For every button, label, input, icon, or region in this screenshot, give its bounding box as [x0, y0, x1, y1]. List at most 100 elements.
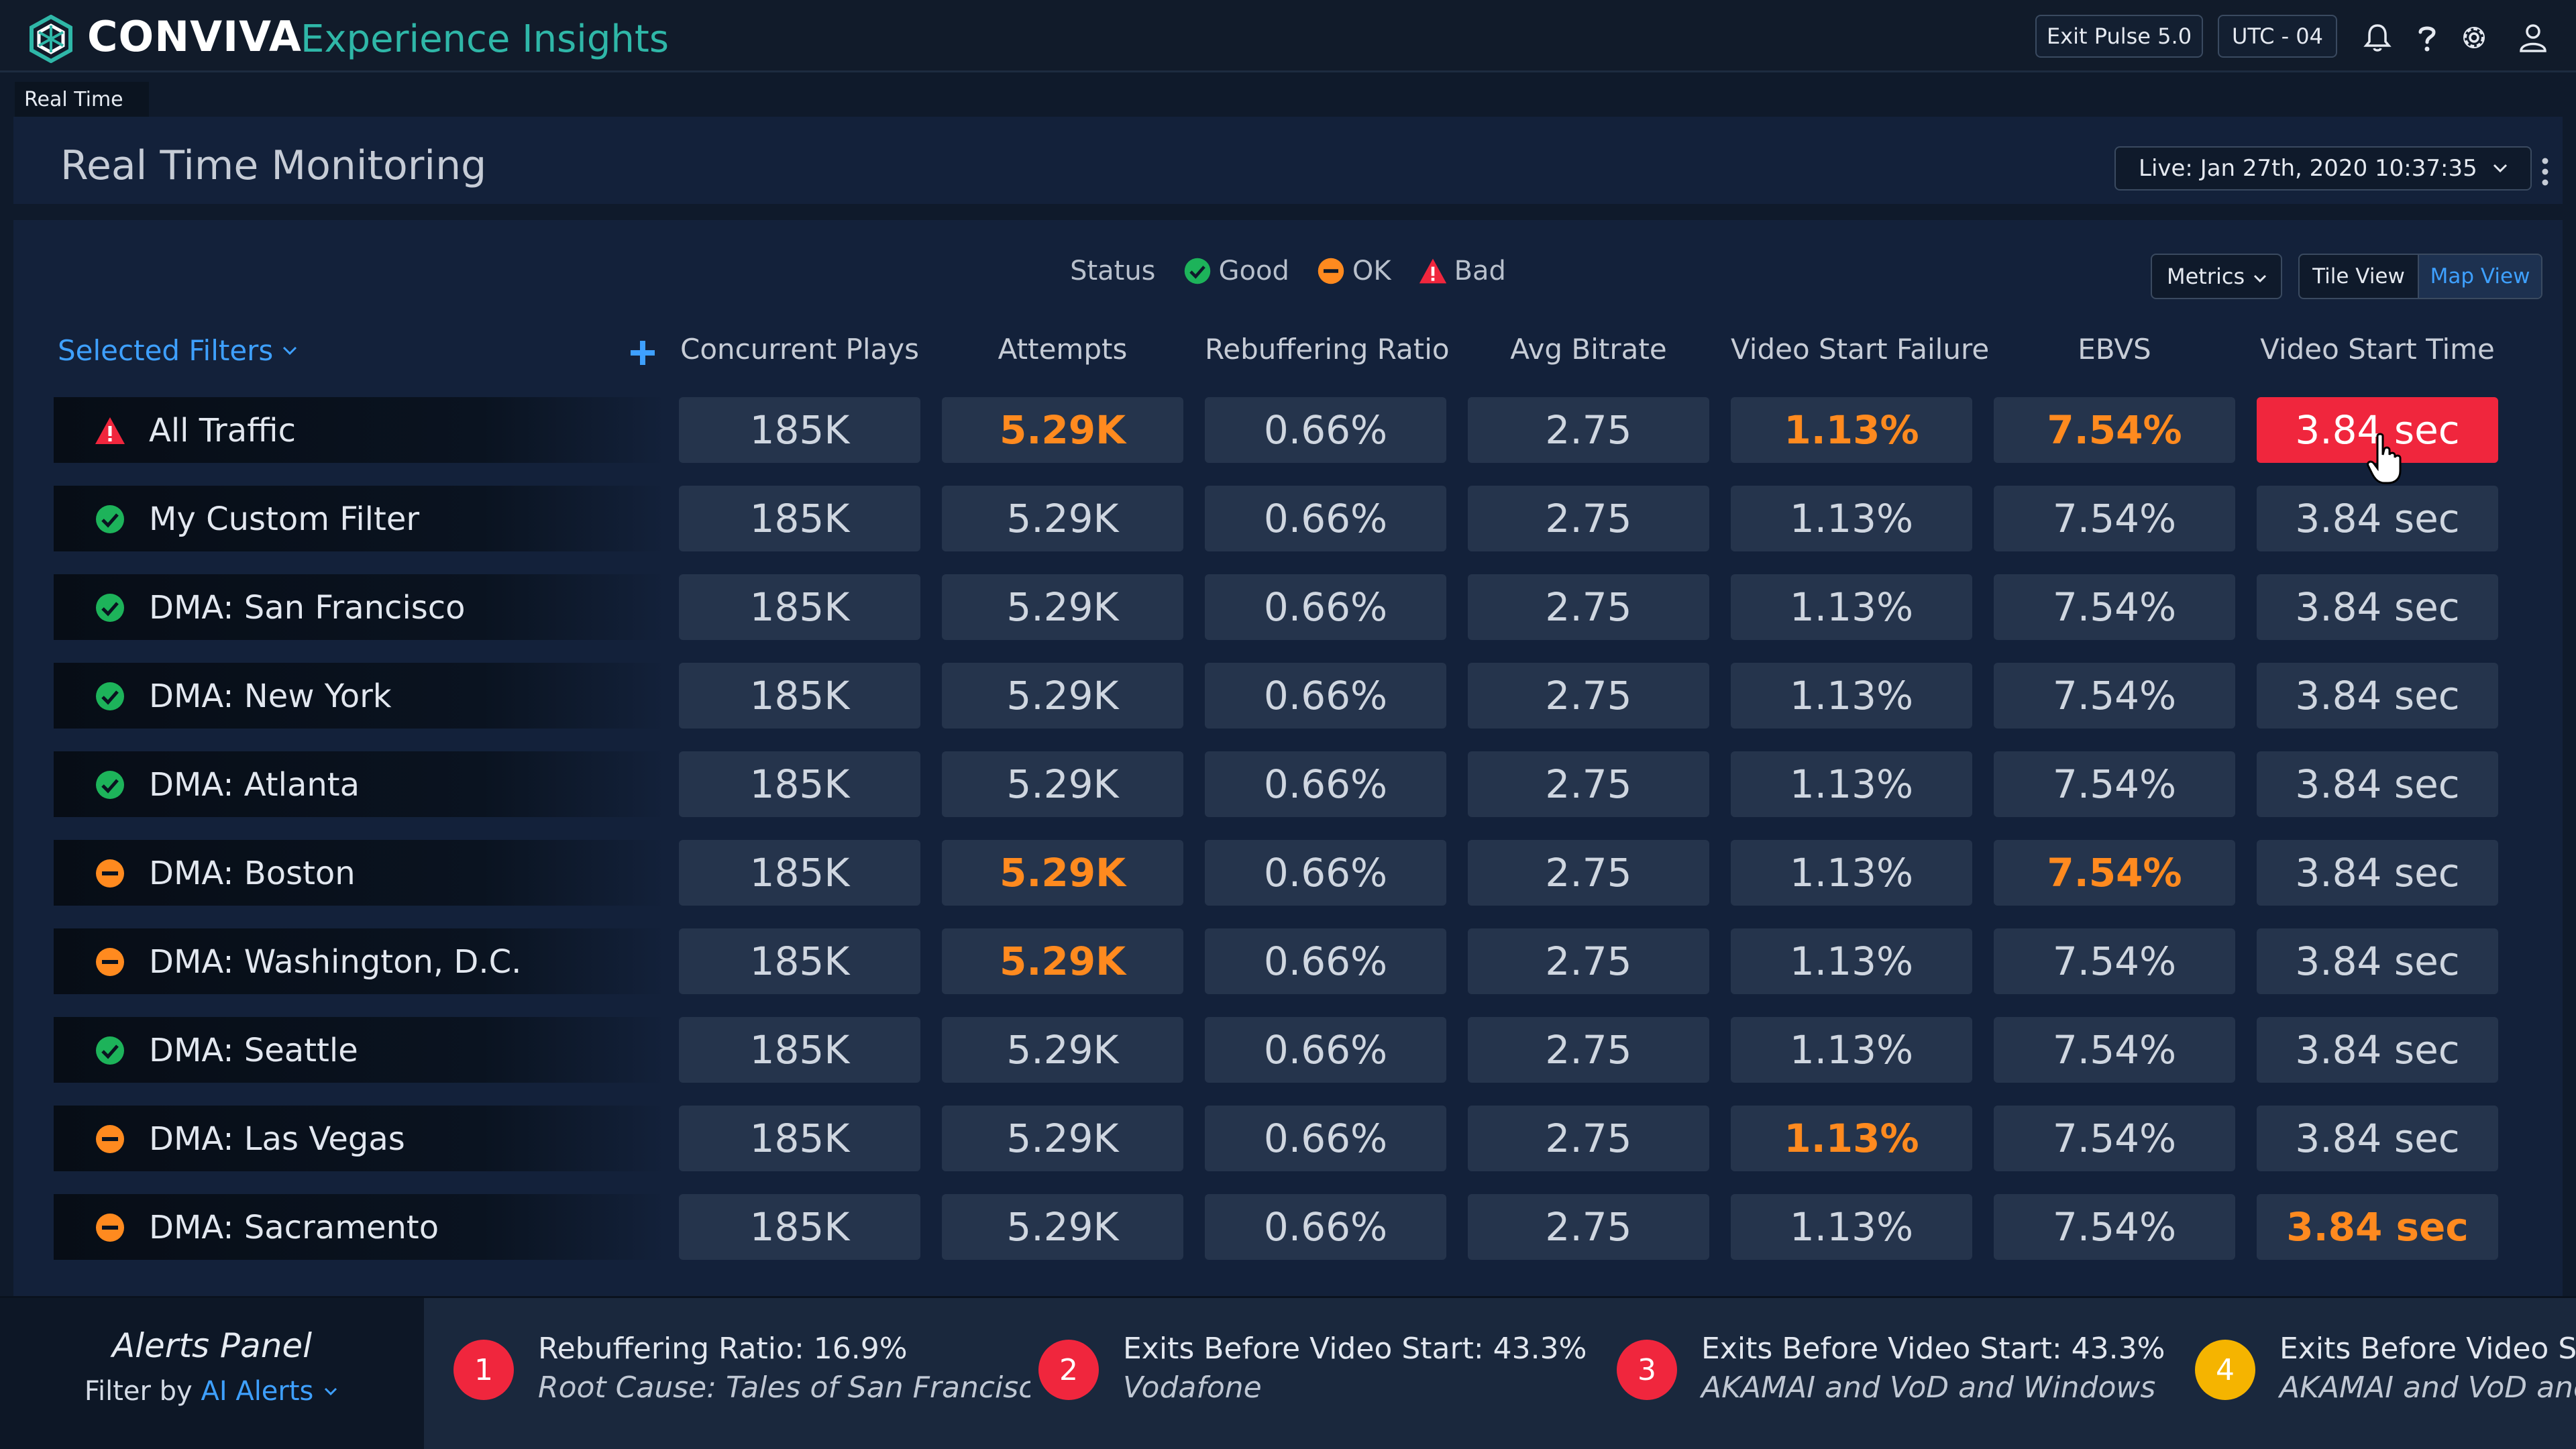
help-icon[interactable]: [2411, 21, 2443, 54]
metric-cell[interactable]: 0.66%: [1205, 751, 1446, 817]
metric-cell[interactable]: 5.29K: [942, 840, 1183, 906]
table-row[interactable]: My Custom Filter 185K 5.29K 0.66% 2.75 1.13% 7…: [13, 486, 2563, 551]
metric-cell[interactable]: 7.54%: [1994, 486, 2235, 551]
alert-item[interactable]: 4 Exits Before Video St AKAMAI and VoD and: [2195, 1332, 2576, 1419]
metric-cell[interactable]: 1.13%: [1731, 574, 1972, 640]
metric-cell[interactable]: 2.75: [1468, 840, 1709, 906]
bell-icon[interactable]: [2361, 21, 2394, 54]
metric-cell[interactable]: 5.29K: [942, 1017, 1183, 1083]
metric-cell[interactable]: 0.66%: [1205, 840, 1446, 906]
filter-label[interactable]: DMA: San Francisco: [54, 574, 665, 640]
metric-cell[interactable]: 0.66%: [1205, 1106, 1446, 1171]
table-row[interactable]: DMA: Atlanta 185K 5.29K 0.66% 2.75 1.13% 7.54%…: [13, 751, 2563, 817]
metric-cell[interactable]: 5.29K: [942, 1106, 1183, 1171]
alerts-filter-value[interactable]: AI Alerts: [201, 1376, 314, 1407]
metric-cell[interactable]: 7.54%: [1994, 1194, 2235, 1260]
metric-cell[interactable]: 5.29K: [942, 486, 1183, 551]
tile-view-button[interactable]: Tile View: [2300, 255, 2420, 298]
metric-cell[interactable]: 2.75: [1468, 751, 1709, 817]
metric-cell[interactable]: 3.84 sec: [2257, 574, 2498, 640]
column-header[interactable]: Concurrent Plays: [680, 333, 919, 366]
map-view-button[interactable]: Map View: [2419, 255, 2541, 298]
breadcrumb-tab-real-time[interactable]: Real Time: [15, 82, 149, 117]
column-header[interactable]: Video Start Failure: [1731, 333, 1990, 366]
metric-cell[interactable]: 2.75: [1468, 486, 1709, 551]
metric-cell[interactable]: 5.29K: [942, 1194, 1183, 1260]
metric-cell[interactable]: 1.13%: [1731, 1017, 1972, 1083]
selected-filters-dropdown[interactable]: Selected Filters: [58, 334, 300, 367]
metric-cell[interactable]: 185K: [679, 574, 920, 640]
metric-cell[interactable]: 2.75: [1468, 1017, 1709, 1083]
metric-cell[interactable]: 0.66%: [1205, 397, 1446, 463]
table-row[interactable]: All Traffic 185K 5.29K 0.66% 2.75 1.13% 7.54% 3…: [13, 397, 2563, 463]
metric-cell[interactable]: 185K: [679, 1017, 920, 1083]
metric-cell[interactable]: 3.84 sec: [2257, 1017, 2498, 1083]
metric-cell[interactable]: 185K: [679, 663, 920, 729]
metric-cell[interactable]: 7.54%: [1994, 928, 2235, 994]
metric-cell[interactable]: 1.13%: [1731, 1194, 1972, 1260]
metric-cell[interactable]: 185K: [679, 928, 920, 994]
filter-label[interactable]: DMA: Las Vegas: [54, 1106, 665, 1171]
exit-pulse-button[interactable]: Exit Pulse 5.0: [2035, 15, 2203, 58]
live-time-select[interactable]: Live: Jan 27th, 2020 10:37:35: [2114, 146, 2532, 191]
metric-cell[interactable]: 5.29K: [942, 751, 1183, 817]
kebab-menu-icon[interactable]: [2538, 156, 2552, 188]
metric-cell[interactable]: 2.75: [1468, 1194, 1709, 1260]
alerts-filter[interactable]: Filter by AI Alerts: [0, 1376, 424, 1407]
metric-cell[interactable]: 2.75: [1468, 663, 1709, 729]
user-icon[interactable]: [2517, 21, 2549, 54]
metric-cell[interactable]: 7.54%: [1994, 840, 2235, 906]
metric-cell[interactable]: 2.75: [1468, 574, 1709, 640]
metric-cell[interactable]: 1.13%: [1731, 397, 1972, 463]
filter-label[interactable]: DMA: Seattle: [54, 1017, 665, 1083]
metric-cell[interactable]: 185K: [679, 751, 920, 817]
metric-cell[interactable]: 0.66%: [1205, 574, 1446, 640]
metric-cell[interactable]: 3.84 sec: [2257, 751, 2498, 817]
column-header[interactable]: Video Start Time: [2260, 333, 2495, 366]
metric-cell[interactable]: 0.66%: [1205, 928, 1446, 994]
metric-cell[interactable]: 1.13%: [1731, 840, 1972, 906]
alert-item[interactable]: 2 Exits Before Video Start: 43.3% Vodafone: [1038, 1332, 1615, 1419]
metric-cell[interactable]: 185K: [679, 1106, 920, 1171]
metric-cell[interactable]: 5.29K: [942, 574, 1183, 640]
metric-cell[interactable]: 185K: [679, 1194, 920, 1260]
metric-cell[interactable]: 1.13%: [1731, 663, 1972, 729]
column-header[interactable]: Attempts: [998, 333, 1128, 366]
filter-label[interactable]: DMA: Boston: [54, 840, 665, 906]
filter-label[interactable]: DMA: Sacramento: [54, 1194, 665, 1260]
timezone-button[interactable]: UTC - 04: [2218, 15, 2337, 58]
column-header[interactable]: EBVS: [2078, 333, 2151, 366]
metric-cell[interactable]: 1.13%: [1731, 1106, 1972, 1171]
metric-cell[interactable]: 1.13%: [1731, 486, 1972, 551]
metric-cell[interactable]: 0.66%: [1205, 486, 1446, 551]
metric-cell[interactable]: 185K: [679, 397, 920, 463]
filter-label[interactable]: All Traffic: [54, 397, 665, 463]
metric-cell[interactable]: 7.54%: [1994, 574, 2235, 640]
metric-cell[interactable]: 2.75: [1468, 397, 1709, 463]
metric-cell[interactable]: 185K: [679, 486, 920, 551]
metric-cell[interactable]: 1.13%: [1731, 928, 1972, 994]
metric-cell[interactable]: 3.84 sec: [2257, 928, 2498, 994]
column-header[interactable]: Rebuffering Ratio: [1205, 333, 1450, 366]
metric-cell[interactable]: 5.29K: [942, 397, 1183, 463]
metric-cell[interactable]: 7.54%: [1994, 397, 2235, 463]
metric-cell[interactable]: 1.13%: [1731, 751, 1972, 817]
metric-cell[interactable]: 5.29K: [942, 663, 1183, 729]
table-row[interactable]: DMA: New York 185K 5.29K 0.66% 2.75 1.13% 7.54…: [13, 663, 2563, 729]
metric-cell[interactable]: 3.84 sec: [2257, 663, 2498, 729]
metrics-dropdown[interactable]: Metrics: [2151, 254, 2282, 299]
table-row[interactable]: DMA: Seattle 185K 5.29K 0.66% 2.75 1.13% 7.54%…: [13, 1017, 2563, 1083]
table-row[interactable]: DMA: Las Vegas 185K 5.29K 0.66% 2.75 1.13% 7.5…: [13, 1106, 2563, 1171]
gear-icon[interactable]: [2458, 21, 2490, 54]
table-row[interactable]: DMA: Washington, D.C. 185K 5.29K 0.66% 2.75 1…: [13, 928, 2563, 994]
metric-cell[interactable]: 0.66%: [1205, 663, 1446, 729]
metric-cell[interactable]: 7.54%: [1994, 1017, 2235, 1083]
filter-label[interactable]: DMA: New York: [54, 663, 665, 729]
metric-cell[interactable]: 2.75: [1468, 1106, 1709, 1171]
alert-item[interactable]: 1 Rebuffering Ratio: 16.9% Root Cause: Tal…: [453, 1332, 1030, 1419]
metric-cell[interactable]: 7.54%: [1994, 663, 2235, 729]
metric-cell[interactable]: 3.84 sec: [2257, 1194, 2498, 1260]
metric-cell[interactable]: 7.54%: [1994, 1106, 2235, 1171]
column-header[interactable]: Avg Bitrate: [1510, 333, 1667, 366]
metric-cell[interactable]: 3.84 sec: [2257, 486, 2498, 551]
